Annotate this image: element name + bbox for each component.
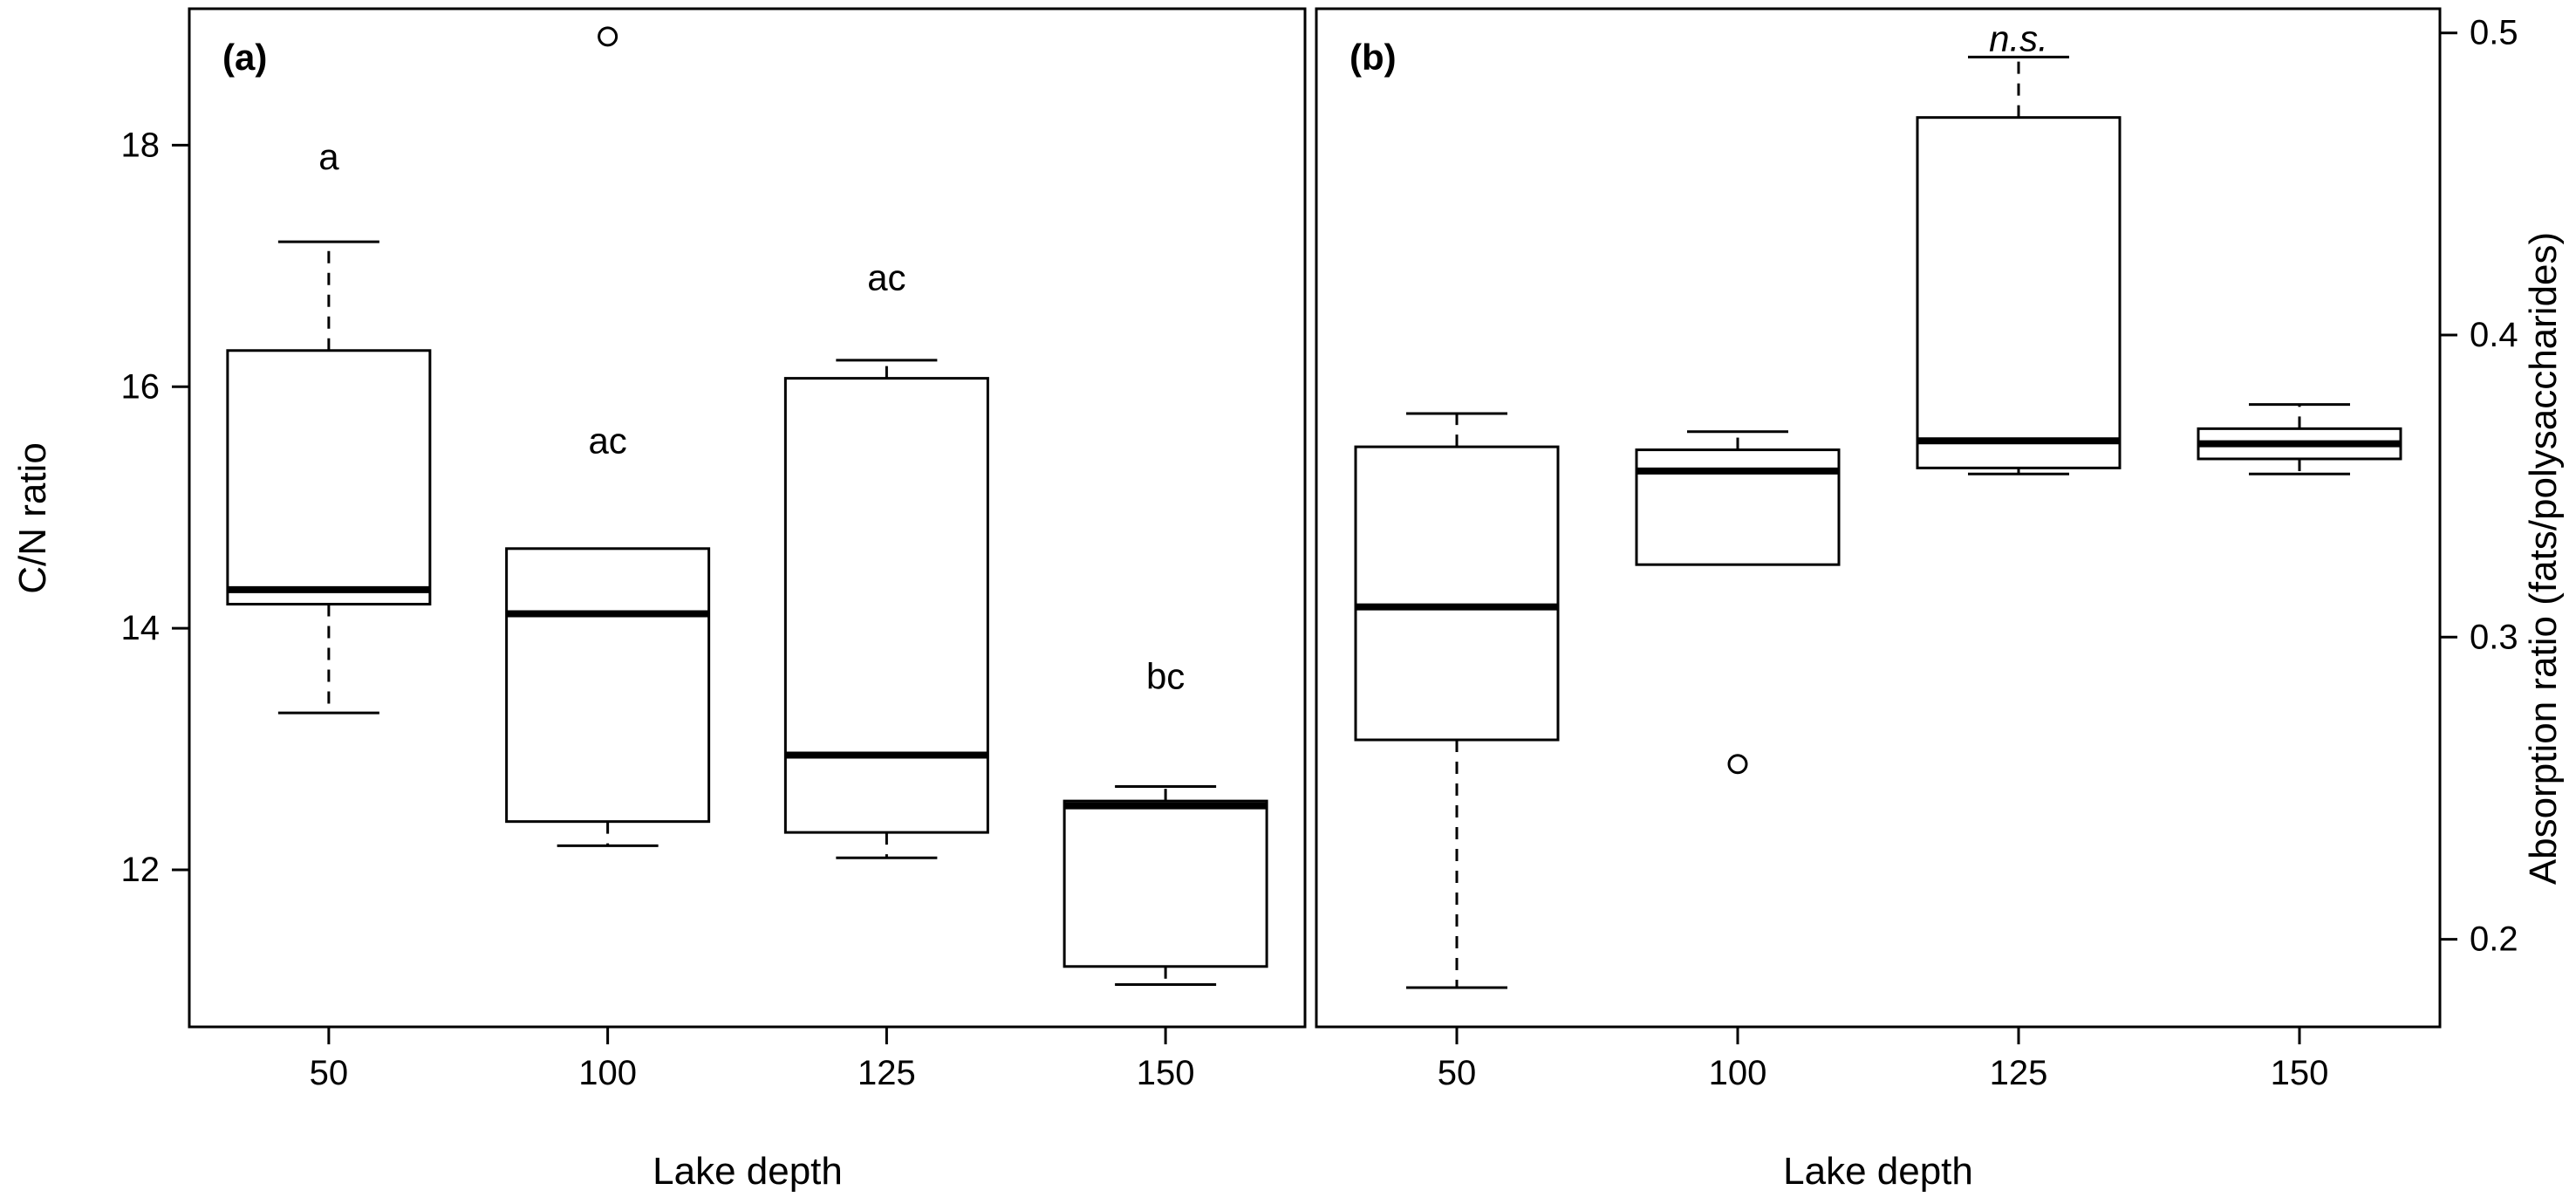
x-tick-label: 125 xyxy=(1990,1054,2048,1092)
y-tick-label: 16 xyxy=(121,367,161,406)
right-y-axis-title: Absorption ratio (fats/polysaccharides) xyxy=(2522,231,2565,886)
box-iqr xyxy=(1916,116,2122,469)
box-iqr xyxy=(1354,445,1560,742)
significance-label: n.s. xyxy=(1989,17,2048,58)
panel-b-border xyxy=(1315,7,2442,1029)
panel-b-tag: (b) xyxy=(1349,37,1397,78)
panel-a-border xyxy=(188,7,1307,1029)
x-tick-label: 50 xyxy=(1438,1054,1477,1092)
x-tick-label: 100 xyxy=(578,1054,637,1092)
y-tick-label: 0.5 xyxy=(2470,14,2518,52)
y-tick-label: 0.2 xyxy=(2470,920,2518,959)
left-y-axis-title: C/N ratio xyxy=(11,442,54,594)
x-tick-label: 150 xyxy=(2271,1054,2329,1092)
panel-b-x-axis-title: Lake depth xyxy=(1783,1150,1973,1193)
box-iqr xyxy=(226,349,432,605)
outlier-point xyxy=(598,26,618,47)
significance-label: ac xyxy=(588,420,626,461)
box-iqr xyxy=(1635,448,1841,566)
box-iqr xyxy=(1063,799,1268,968)
y-tick-label: 0.3 xyxy=(2470,618,2518,656)
box-iqr xyxy=(783,377,989,834)
y-tick-label: 12 xyxy=(121,851,161,889)
panel-a-tag: (a) xyxy=(222,37,268,78)
x-tick-label: 125 xyxy=(858,1054,916,1092)
box-iqr xyxy=(505,547,711,824)
panel-a-x-axis-title: Lake depth xyxy=(653,1150,843,1193)
significance-label: a xyxy=(318,136,339,177)
significance-label: bc xyxy=(1146,655,1185,696)
y-tick-label: 18 xyxy=(121,126,161,164)
x-tick-label: 100 xyxy=(1709,1054,1767,1092)
x-tick-label: 50 xyxy=(310,1054,349,1092)
y-tick-label: 0.4 xyxy=(2470,316,2518,354)
x-tick-label: 150 xyxy=(1137,1054,1195,1092)
outlier-point xyxy=(1727,754,1748,775)
significance-label: ac xyxy=(867,257,905,298)
y-tick-label: 14 xyxy=(121,609,161,647)
